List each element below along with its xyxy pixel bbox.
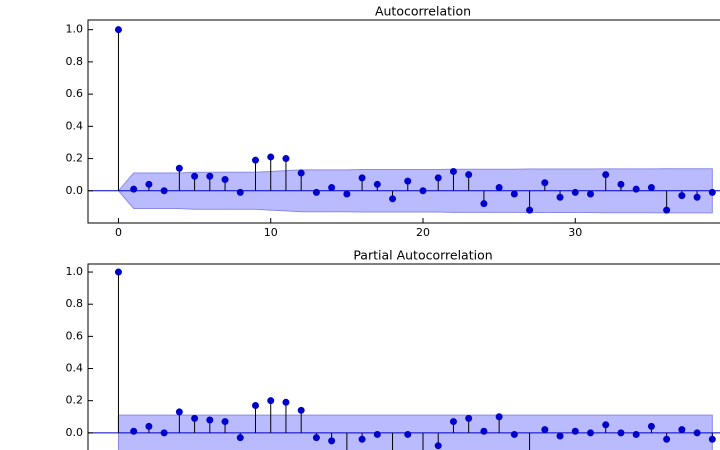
stem-marker [114,26,122,34]
stem-marker [678,192,686,200]
stem-marker [663,206,671,214]
stem-marker [526,206,534,214]
stem-marker [495,413,503,421]
stem-marker [297,406,305,414]
stem-marker [312,188,320,196]
x-tick-label: 0 [115,226,122,239]
stem-marker [175,164,183,172]
stem-marker [282,155,290,163]
stem-marker [602,171,610,179]
stem-marker [130,427,138,435]
stem-marker [617,180,625,188]
plot-frame [87,263,720,450]
stem-marker [632,185,640,193]
panel: Partial Autocorrelation 0.0 0.2 0.4 0.6 0.8 1.… [66,248,720,450]
stem-marker [252,156,259,164]
stem-marker [571,188,579,196]
stem-marker [571,427,579,435]
stem-marker [465,171,473,179]
stem-marker [587,190,594,198]
stem-marker [434,442,442,450]
stem-marker [145,422,153,430]
stem-marker [221,418,229,426]
panel: Autocorrelation 0.0 0.2 0.4 0.6 0.8 1.0 0 10 20 30 [66,4,720,239]
stem-marker [343,190,351,198]
y-tick-label: 0.2 [66,152,84,165]
y-tick-label: 0.6 [66,87,84,100]
stem-marker [191,414,199,422]
stem-marker [708,188,716,196]
stem-marker [373,180,381,188]
stem-marker [663,435,671,443]
chart-title: Autocorrelation [375,4,471,19]
stem-marker [693,429,701,437]
stem-marker [328,437,336,445]
stem-marker [358,174,366,182]
stem-marker [647,422,655,430]
y-tick-label: 0.4 [66,119,84,132]
stem-marker [510,430,518,438]
stem-marker [541,179,549,187]
stem-marker [252,402,259,410]
stem-marker [236,434,244,442]
stem-marker [160,429,168,437]
stem-marker [602,421,610,429]
y-tick-label: 0.0 [66,426,84,439]
stem-marker [114,268,122,276]
stem-marker [267,153,275,161]
stem-marker [130,185,138,193]
stem-marker [480,427,488,435]
y-tick-label: 0.8 [66,55,84,68]
stem-marker [175,408,183,416]
x-tick-label: 20 [416,226,430,239]
stem-marker [541,426,549,434]
stem-marker [480,200,488,208]
stem-marker [449,418,457,426]
stem-marker [495,184,503,192]
stem-marker [678,426,686,434]
stem-marker [282,398,290,406]
stem-marker [236,188,244,196]
stem-marker [556,432,564,440]
stem-marker [449,167,457,175]
stem-marker [297,169,305,177]
y-tick-label: 0.8 [66,297,84,310]
stem-marker [404,177,412,185]
stem-marker [389,195,397,203]
stem-marker [312,434,320,442]
stem-marker [708,435,716,443]
stem-marker [221,176,229,183]
stem-marker [434,174,442,182]
y-tick-label: 1.0 [66,23,84,36]
stem-marker [632,430,640,438]
stem-marker [647,184,655,192]
stem-marker [267,397,275,405]
y-tick-label: 1.0 [66,265,84,278]
stem-marker [160,187,168,195]
y-tick-label: 0.0 [66,184,84,197]
stem-marker [419,187,427,195]
y-tick-label: 0.4 [66,362,84,375]
stem-marker [404,430,412,438]
x-tick-label: 10 [264,226,278,239]
x-tick-label: 30 [568,226,582,239]
stem-marker [587,429,594,437]
stem-marker [373,430,381,438]
y-tick-label: 0.6 [66,329,84,342]
stem-marker [191,172,199,180]
y-tick-label: 0.2 [66,394,84,407]
stem-marker [693,193,701,201]
stem-marker [465,414,473,422]
stem-marker [206,172,214,180]
stem-marker [510,190,518,198]
stem-marker [328,184,336,192]
stem-marker [206,416,214,424]
stem-marker [145,180,153,188]
chart-title: Partial Autocorrelation [353,248,492,263]
stem-marker [617,429,625,437]
stem-marker [358,435,366,443]
stem-marker [556,193,564,201]
